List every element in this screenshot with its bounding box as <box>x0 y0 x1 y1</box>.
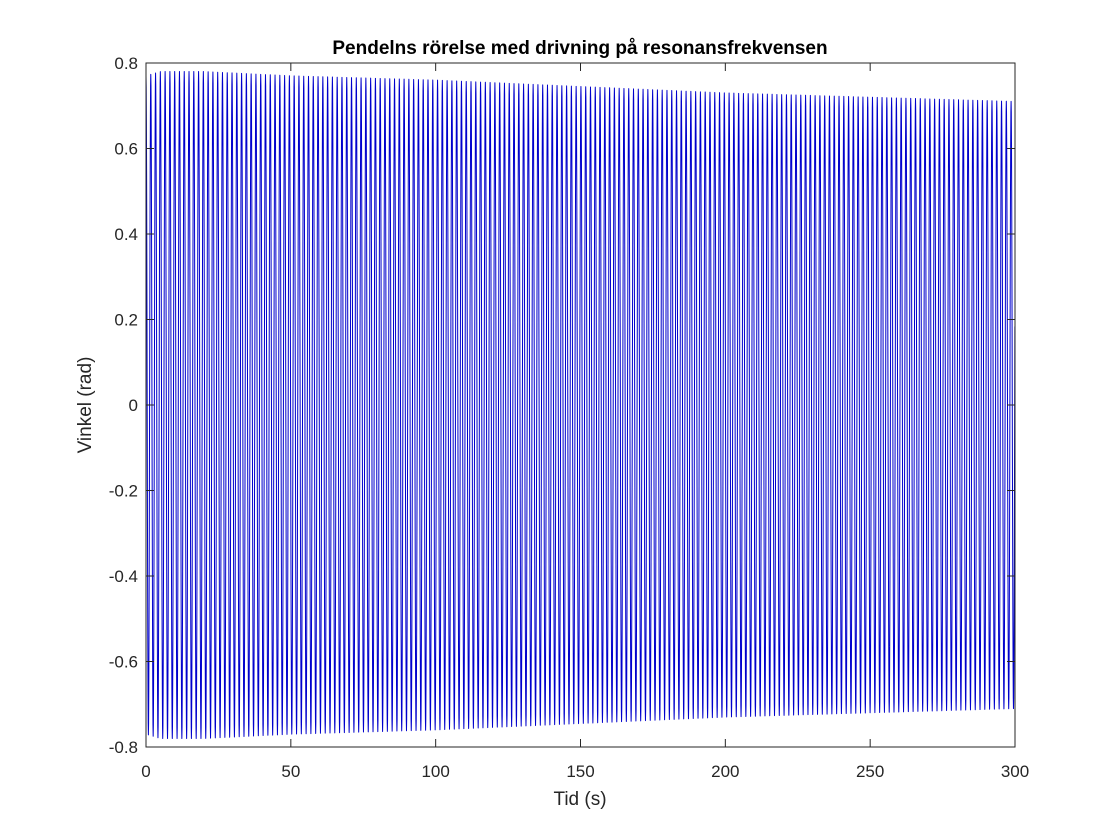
y-tick-label: -0.8 <box>109 738 138 757</box>
x-tick-label: 300 <box>1001 762 1029 781</box>
x-axis-label: Tid (s) <box>553 789 606 810</box>
y-tick-label: 0.6 <box>114 140 138 159</box>
x-tick-label: 150 <box>566 762 594 781</box>
y-tick-label: 0.2 <box>114 311 138 330</box>
y-tick-label: -0.6 <box>109 653 138 672</box>
x-tick-label: 0 <box>141 762 150 781</box>
x-tick-label: 100 <box>421 762 449 781</box>
y-tick-label: -0.2 <box>109 482 138 501</box>
x-tick-label: 250 <box>856 762 884 781</box>
x-tick-label: 200 <box>711 762 739 781</box>
y-tick-label: 0.8 <box>114 54 138 73</box>
y-tick-label: 0 <box>129 396 138 415</box>
y-tick-label: -0.4 <box>109 567 138 586</box>
x-axis: 0 50 100 150 200 250 300 <box>141 63 1029 781</box>
y-axis: -0.8 -0.6 -0.4 -0.2 0 0.2 0.4 0.6 0.8 <box>109 54 1015 757</box>
y-tick-label: 0.4 <box>114 225 138 244</box>
series-line-angle <box>146 71 1015 739</box>
y-axis-label: Vinkel (rad) <box>75 357 96 454</box>
x-tick-label: 50 <box>281 762 300 781</box>
chart-title: Pendelns rörelse med drivning på resonan… <box>332 38 827 59</box>
